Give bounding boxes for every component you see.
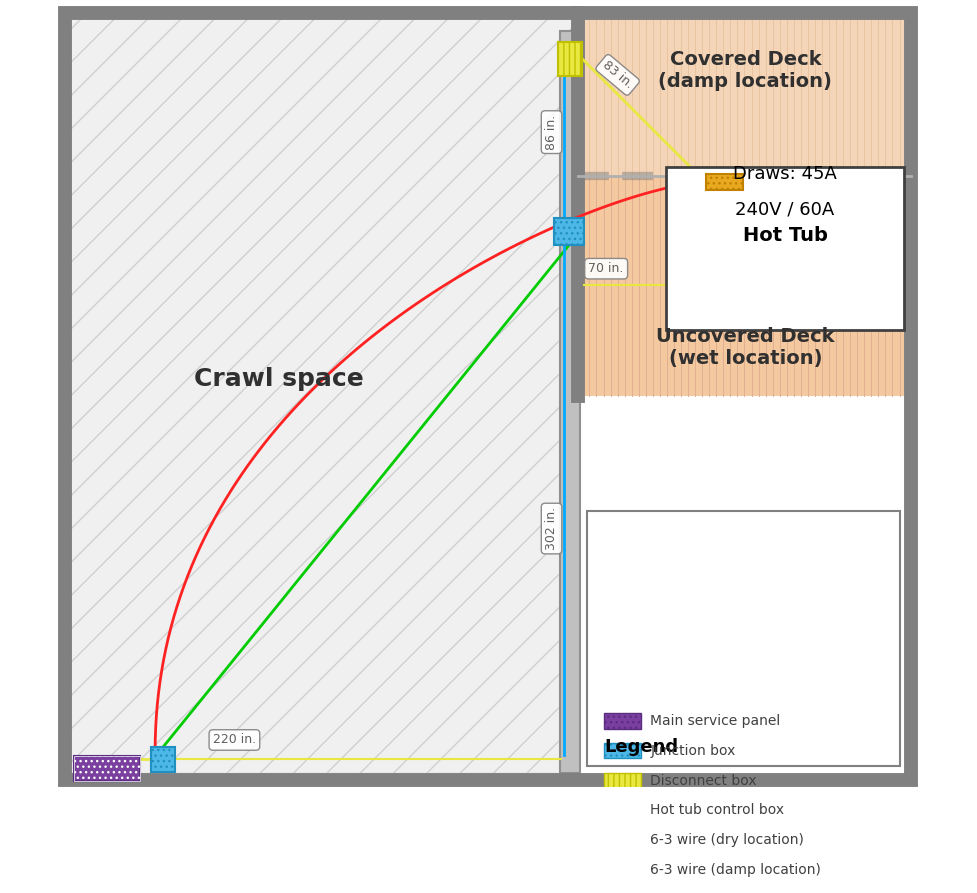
Bar: [586, 511, 899, 766]
Bar: [604, 772, 641, 789]
Bar: [604, 713, 641, 729]
Text: Draws: 45A: Draws: 45A: [733, 165, 836, 183]
Text: Legend: Legend: [604, 738, 678, 756]
Text: Disconnect box: Disconnect box: [650, 773, 756, 788]
Text: Hot tub control box: Hot tub control box: [650, 804, 784, 817]
Text: 6-3 wire (dry location): 6-3 wire (dry location): [650, 833, 803, 847]
Bar: [150, 747, 175, 772]
Bar: [74, 755, 140, 780]
Bar: [705, 174, 742, 190]
Bar: [554, 219, 583, 245]
Bar: [665, 167, 903, 330]
Text: 240V / 60A: 240V / 60A: [735, 200, 833, 218]
Bar: [577, 13, 910, 176]
Text: 70 in.: 70 in.: [588, 263, 623, 275]
Bar: [604, 743, 641, 758]
Text: Covered Deck
(damp location): Covered Deck (damp location): [658, 50, 831, 91]
Text: Hot Tub: Hot Tub: [742, 226, 827, 246]
Bar: [560, 31, 579, 773]
Text: Junction box: Junction box: [650, 744, 735, 757]
Bar: [74, 755, 140, 780]
Text: 6-3 wire (damp location): 6-3 wire (damp location): [650, 864, 821, 877]
Text: Main service panel: Main service panel: [650, 714, 780, 728]
Text: Crawl space: Crawl space: [193, 367, 363, 391]
Bar: [71, 13, 577, 773]
Bar: [577, 176, 910, 396]
Bar: [71, 13, 577, 773]
Text: 220 in.: 220 in.: [213, 733, 256, 747]
Bar: [557, 42, 581, 76]
Text: 86 in.: 86 in.: [544, 114, 558, 150]
Bar: [604, 803, 641, 818]
Text: 83 in.: 83 in.: [599, 59, 635, 91]
Text: Uncovered Deck
(wet location): Uncovered Deck (wet location): [656, 328, 833, 369]
Text: 302 in.: 302 in.: [544, 507, 558, 550]
